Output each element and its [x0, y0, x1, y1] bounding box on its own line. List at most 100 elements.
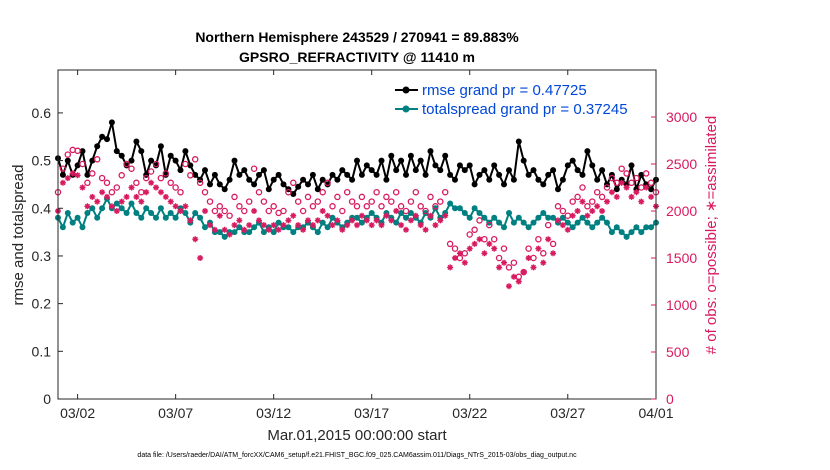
obs-possible-point [329, 203, 336, 210]
y-tick-label: 0.1 [32, 343, 52, 359]
spread-point [231, 229, 238, 236]
obs-assimilated-point [466, 245, 473, 252]
rmse-point [300, 176, 307, 183]
spread-point [319, 219, 326, 226]
data-file-footer: data file: /Users/raeder/DAI/ATM_forcXX/… [137, 452, 577, 459]
rmse-point [314, 186, 321, 193]
obs-assimilated-point [643, 184, 650, 191]
obs-assimilated-point [206, 222, 213, 229]
x-axis-label: Mar.01,2015 00:00:00 start [267, 427, 447, 444]
spread-point [466, 214, 473, 221]
spread-point [559, 214, 566, 221]
obs-possible-point [191, 156, 199, 163]
spread-point [471, 205, 478, 212]
obs-assimilated-point [559, 222, 566, 229]
rmse-point [559, 176, 566, 183]
rmse-point [99, 133, 106, 140]
obs-assimilated-point [143, 189, 150, 196]
obs-assimilated-point [133, 193, 140, 200]
rmse-point [393, 167, 400, 174]
obs-assimilated-point [113, 208, 120, 214]
obs-assimilated-point [456, 250, 463, 257]
obs-assimilated-point [623, 184, 630, 191]
obs-possible-point [241, 207, 248, 215]
spread-point [608, 229, 615, 236]
spread-point [613, 224, 620, 231]
obs-possible-point [363, 203, 371, 210]
rmse-point [256, 171, 262, 178]
obs-assimilated-point [344, 222, 351, 229]
spread-point [221, 233, 228, 240]
rmse-point [192, 171, 199, 178]
obs-possible-point [324, 179, 331, 187]
rmse-point [324, 181, 331, 188]
obs-assimilated-point [633, 189, 640, 196]
spread-point [604, 219, 610, 226]
rmse-point [594, 176, 601, 183]
x-tick-label: 03/07 [158, 405, 193, 421]
obs-assimilated-point [260, 222, 267, 229]
obs-possible-point [437, 198, 444, 205]
obs-possible-point [348, 198, 356, 205]
legend-spread-marker [402, 105, 410, 113]
x-axis-ticks: 03/02 03/07 03/12 03/17 03/22 03/27 04/01 [60, 70, 674, 421]
spread-point [202, 224, 208, 231]
rmse-point [182, 148, 189, 155]
spread-point [506, 210, 512, 216]
obs-assimilated-point [501, 259, 508, 266]
spread-point [540, 210, 547, 216]
obs-possible-point [147, 168, 155, 175]
spread-point [329, 214, 336, 221]
spread-point [251, 224, 258, 231]
rmse-point [452, 176, 458, 183]
spread-point [285, 224, 292, 231]
obs-assimilated-point [520, 269, 527, 276]
rmse-point [510, 176, 517, 183]
rmse-point [251, 181, 258, 188]
obs-assimilated-point [226, 231, 233, 238]
obs-possible-point [427, 193, 434, 201]
spread-point [407, 210, 414, 216]
obs-possible-point [167, 179, 174, 187]
rmse-point [153, 162, 159, 169]
obs-assimilated-point [334, 217, 341, 224]
spread-point [501, 224, 507, 231]
y-tick-label: 0.4 [32, 200, 52, 216]
rmse-point [167, 152, 174, 159]
obs-possible-point [490, 235, 498, 243]
obs-assimilated-point [69, 170, 76, 177]
y2-tick-label: 0 [666, 391, 674, 407]
obs-possible-point [118, 172, 125, 179]
rmse-point [378, 157, 385, 164]
rmse-point [177, 167, 184, 174]
rmse-point [486, 176, 493, 183]
rmse-point [123, 162, 130, 169]
rmse-point [94, 143, 101, 150]
obs-assimilated-point [246, 222, 253, 229]
obs-possible-point [216, 203, 224, 210]
obs-possible-point [397, 203, 405, 210]
rmse-point [442, 152, 449, 159]
obs-possible-point [64, 151, 72, 158]
rmse-point [128, 157, 135, 164]
obs-assimilated-point [285, 217, 292, 224]
rmse-point [540, 181, 547, 188]
obs-possible-point [569, 198, 576, 205]
obs-assimilated-point [442, 212, 449, 219]
obs-possible-point [294, 198, 302, 205]
spread-point [574, 219, 581, 226]
rmse-point [427, 148, 434, 155]
obs-assimilated-point [349, 217, 356, 224]
obs-assimilated-point [358, 212, 365, 219]
rmse-point [309, 171, 316, 178]
spread-point [393, 219, 400, 226]
rmse-point [79, 148, 86, 155]
obs-assimilated-point [584, 212, 591, 219]
spread-point [143, 205, 150, 212]
legend-spread-label: totalspread grand pr = 0.37245 [422, 101, 628, 118]
obs-possible-point [157, 174, 165, 182]
obs-assimilated-point [491, 245, 498, 252]
obs-assimilated-point [295, 222, 302, 229]
rmse-point [221, 186, 228, 193]
